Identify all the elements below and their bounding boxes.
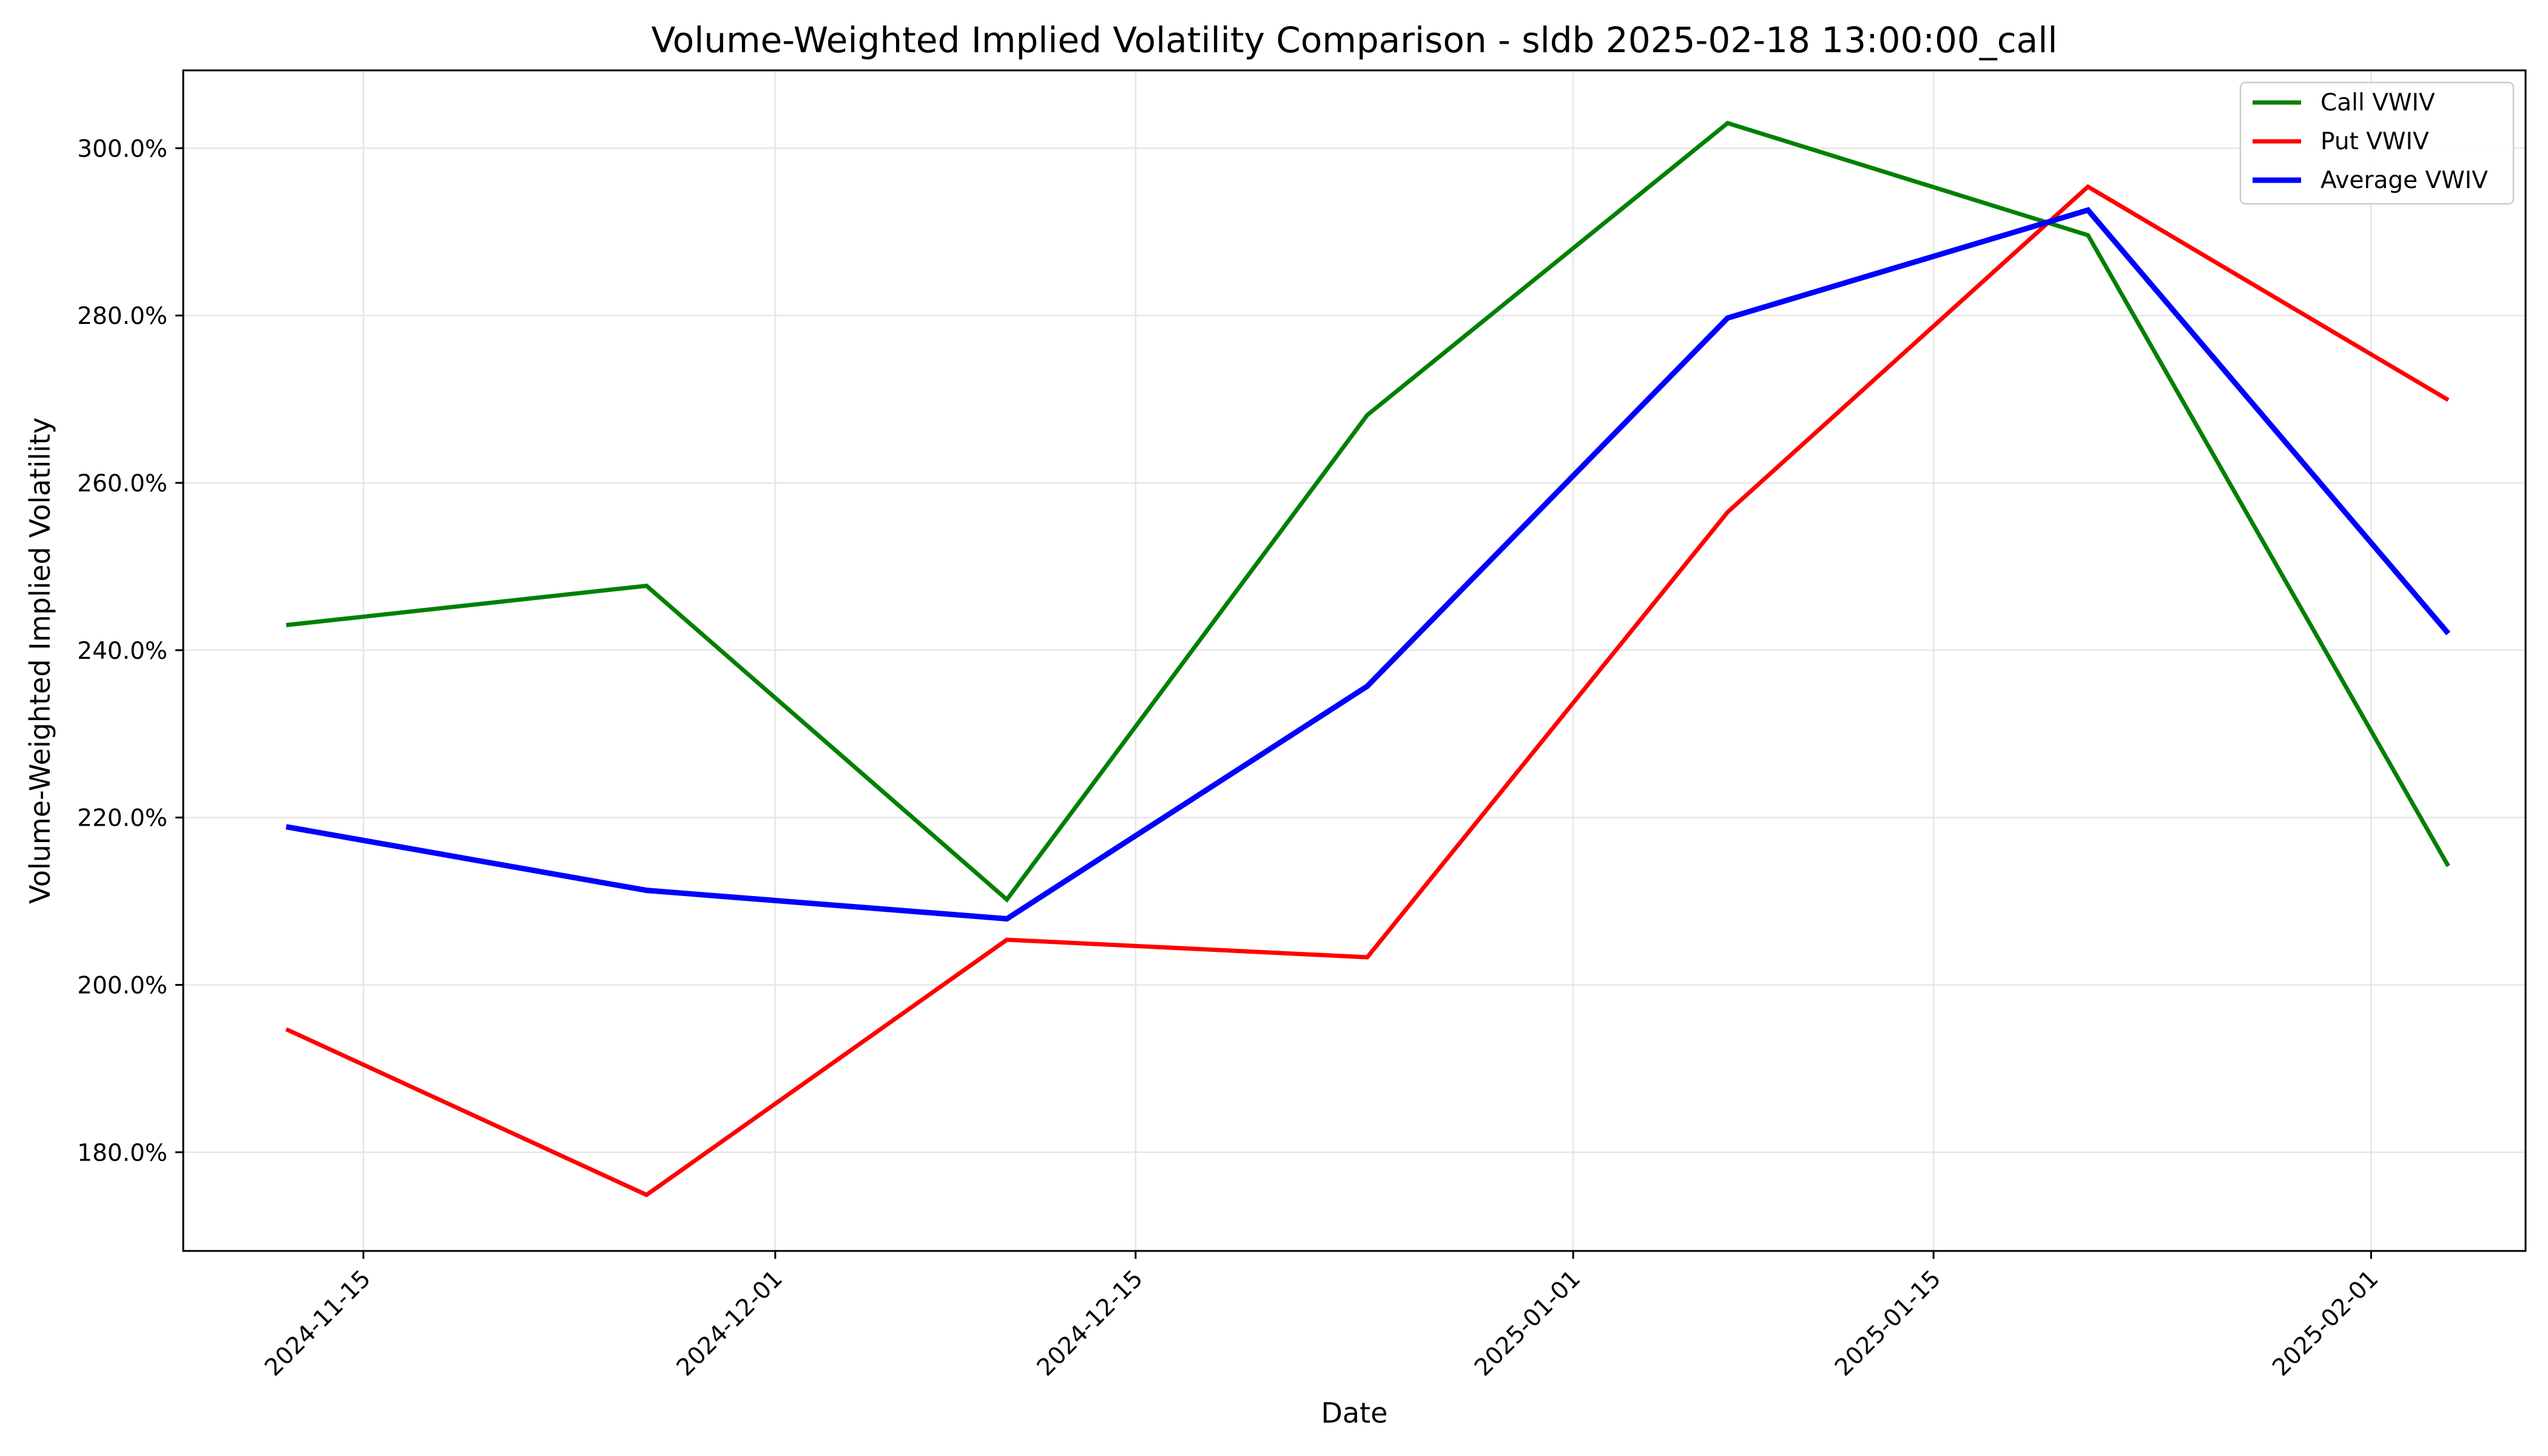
y-tick-label: 260.0% xyxy=(77,470,167,497)
series-line xyxy=(285,207,2451,922)
legend-label: Put VWIV xyxy=(2320,128,2429,155)
series-put-vwiv xyxy=(285,184,2450,1198)
y-tick-label: 300.0% xyxy=(77,135,167,163)
x-axis-label: Date xyxy=(1321,1397,1388,1429)
legend: Call VWIV Put VWIV Average VWIV xyxy=(2239,81,2515,205)
x-tick-label: 2025-02-01 xyxy=(2267,1265,2384,1381)
legend-box xyxy=(2239,81,2515,205)
plot-area-frame xyxy=(182,69,2527,1252)
x-tick-label: 2024-12-15 xyxy=(1032,1265,1148,1381)
y-axis-label: Volume-Weighted Implied Volatility xyxy=(24,417,56,904)
y-tick-label: 180.0% xyxy=(77,1139,167,1167)
x-tick-label: 2024-11-15 xyxy=(260,1265,376,1381)
x-axis-ticks: 2024-11-15 2024-12-01 2024-12-15 2025-01-01… xyxy=(260,1251,2384,1381)
y-tick-label: 220.0% xyxy=(77,805,167,832)
chart-title: Volume-Weighted Implied Volatility Compa… xyxy=(652,19,2058,61)
series-call-vwiv xyxy=(286,121,2450,903)
x-tick-label: 2025-01-01 xyxy=(1469,1265,1586,1381)
legend-label: Call VWIV xyxy=(2320,89,2435,116)
series-lines xyxy=(285,121,2451,1198)
legend-label: Average VWIV xyxy=(2320,167,2488,194)
series-line xyxy=(286,121,2450,903)
x-tick-label: 2024-12-01 xyxy=(672,1265,788,1381)
series-line xyxy=(285,184,2450,1198)
y-axis-ticks: 180.0% 200.0% 220.0% 240.0% 260.0% 280.0% 300.… xyxy=(77,135,183,1167)
y-tick-label: 280.0% xyxy=(77,303,167,330)
grid xyxy=(183,70,2526,1251)
y-tick-label: 240.0% xyxy=(77,638,167,665)
series-average-vwiv xyxy=(285,207,2451,922)
y-tick-label: 200.0% xyxy=(77,972,167,999)
x-tick-label: 2025-01-15 xyxy=(1830,1265,1946,1381)
